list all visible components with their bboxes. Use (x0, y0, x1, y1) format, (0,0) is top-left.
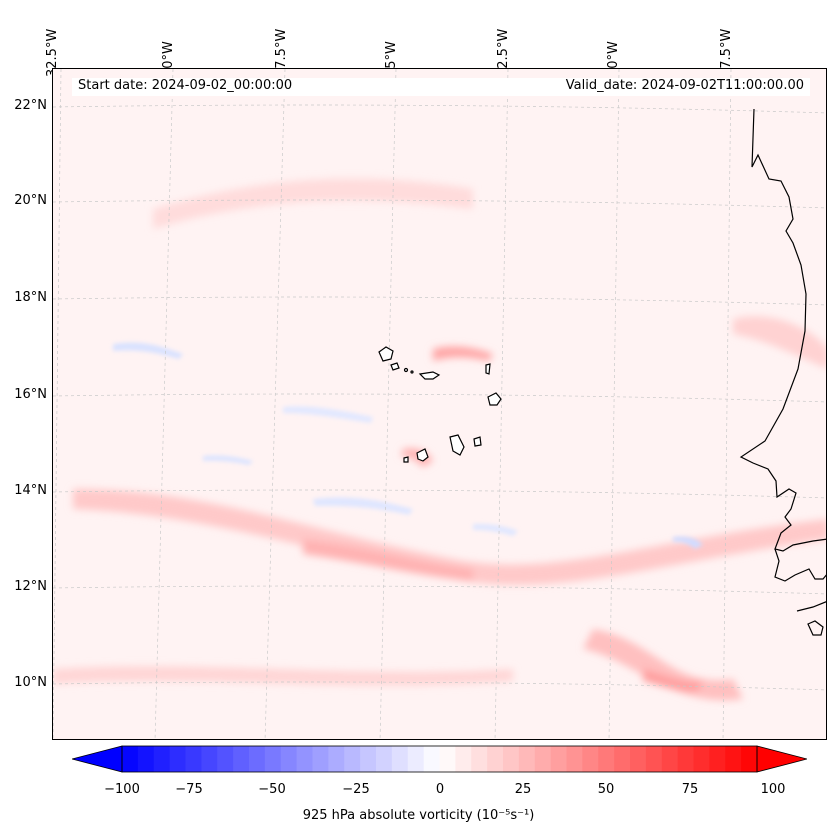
colorbar-label: 925 hPa absolute vorticity (10⁻⁵s⁻¹) (302, 808, 535, 823)
colorbar-tick-neg25: −25 (342, 782, 370, 797)
colorbar-tick-neg75: −75 (175, 782, 203, 797)
colorbar-cell (391, 746, 409, 772)
lat-label-20n: 20°N (14, 193, 47, 208)
colorbar-cell (439, 746, 456, 772)
colorbar-cell (487, 746, 504, 772)
lat-label-14n: 14°N (14, 483, 47, 498)
colorbar-cell (407, 746, 425, 772)
colorbar-cell (376, 746, 393, 772)
colorbar-tick-100: 100 (760, 782, 786, 797)
cape-verde-islands (378, 346, 502, 463)
island-santa-luzia (403, 367, 409, 373)
colorbar-tick-neg100: −100 (104, 782, 140, 797)
colorbar-frame (121, 745, 758, 773)
colorbar-cell (455, 746, 472, 772)
colorbar-cell (185, 746, 202, 772)
colorbar-tick-75: 75 (681, 782, 699, 797)
colorbar-cell (360, 746, 377, 772)
colorbar-cell (153, 746, 171, 772)
colorbar-cell (566, 746, 583, 772)
island-santo-antao (378, 346, 394, 362)
colorbar-cell (582, 746, 599, 772)
island-sao-vicente (390, 362, 400, 371)
colorbar-cell (503, 746, 520, 772)
colorbar (72, 745, 807, 773)
colorbar-cell (137, 746, 155, 772)
colorbar-extend-max (756, 745, 807, 773)
colorbar-cell (344, 746, 361, 772)
date-info-bar: Start date: 2024-09-02_00:00:00 Valid_da… (72, 78, 810, 96)
colorbar-cell (741, 746, 758, 772)
island-sal (485, 363, 491, 375)
colorbar-cell (471, 746, 488, 772)
lat-label-22n: 22°N (14, 98, 47, 113)
colorbar-tick-neg50: −50 (258, 782, 286, 797)
colorbar-cell (217, 746, 234, 772)
colorbar-tick-50: 50 (597, 782, 615, 797)
colorbar-tick-25: 25 (514, 782, 532, 797)
colorbar-cell (249, 746, 266, 772)
colorbar-cell (534, 746, 552, 772)
island-brava (403, 456, 409, 463)
colorbar-cell (233, 746, 250, 772)
colorbar-cell (677, 746, 695, 772)
colorbar-cell (693, 746, 710, 772)
colorbar-cell (201, 746, 218, 772)
colorbar-cell (725, 746, 742, 772)
graticule (53, 69, 826, 739)
lat-label-12n: 12°N (14, 579, 47, 594)
colorbar-cell (550, 746, 568, 772)
island-branco (410, 370, 414, 374)
island-santiago (449, 434, 465, 456)
map-canvas (53, 69, 826, 739)
colorbar-cell (122, 746, 139, 772)
colorbar-cell (630, 746, 647, 772)
colorbar-cell (518, 746, 536, 772)
colorbar-cell (169, 746, 187, 772)
island-boa-vista (487, 392, 502, 406)
colorbar-cell (423, 746, 441, 772)
colorbar-cell (312, 746, 329, 772)
island-maio (473, 436, 482, 447)
start-date-label: Start date: 2024-09-02_00:00:00 (78, 78, 293, 93)
negative-vorticity-streaks (113, 342, 703, 549)
island-sao-nicolau (418, 371, 441, 380)
colorbar-tick-0: 0 (435, 782, 445, 797)
colorbar-cell (645, 746, 663, 772)
colorbar-extend-min (72, 745, 123, 773)
lat-label-16n: 16°N (14, 387, 47, 402)
colorbar-cell (661, 746, 679, 772)
colorbar-cells (122, 746, 758, 772)
lat-label-10n: 10°N (14, 675, 47, 690)
colorbar-cell (264, 746, 282, 772)
colorbar-cell (328, 746, 345, 772)
lat-label-18n: 18°N (14, 290, 47, 305)
island-fogo (416, 448, 429, 462)
ocean-field (53, 69, 826, 739)
valid-date-label: Valid_date: 2024-09-02T11:00:00.00 (565, 78, 804, 93)
coastline-africa (739, 108, 826, 636)
vorticity-map (52, 68, 827, 740)
colorbar-cell (280, 746, 298, 772)
colorbar-cell (296, 746, 314, 772)
colorbar-cell (614, 746, 631, 772)
colorbar-cell (709, 746, 726, 772)
colorbar-cell (598, 746, 615, 772)
